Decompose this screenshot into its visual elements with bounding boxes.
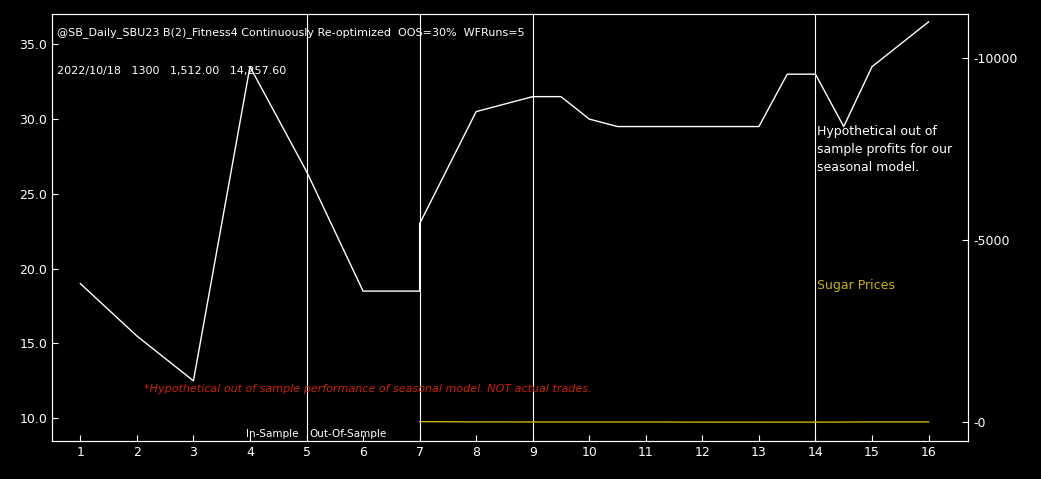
Text: Out-Of-Sample: Out-Of-Sample [309,429,386,439]
Text: In-Sample: In-Sample [246,429,298,439]
Text: @SB_Daily_SBU23 B(2)_Fitness4 Continuously Re-optimized  OOS=30%  WFRuns=5: @SB_Daily_SBU23 B(2)_Fitness4 Continuous… [56,27,525,38]
Text: *Hypothetical out of sample performance of seasonal model. NOT actual trades.: *Hypothetical out of sample performance … [144,384,591,394]
Text: 2022/10/18   1300   1,512.00   14,257.60: 2022/10/18 1300 1,512.00 14,257.60 [56,66,286,76]
Text: Sugar Prices: Sugar Prices [817,279,895,292]
Text: Hypothetical out of
sample profits for our
seasonal model.: Hypothetical out of sample profits for o… [817,125,953,174]
